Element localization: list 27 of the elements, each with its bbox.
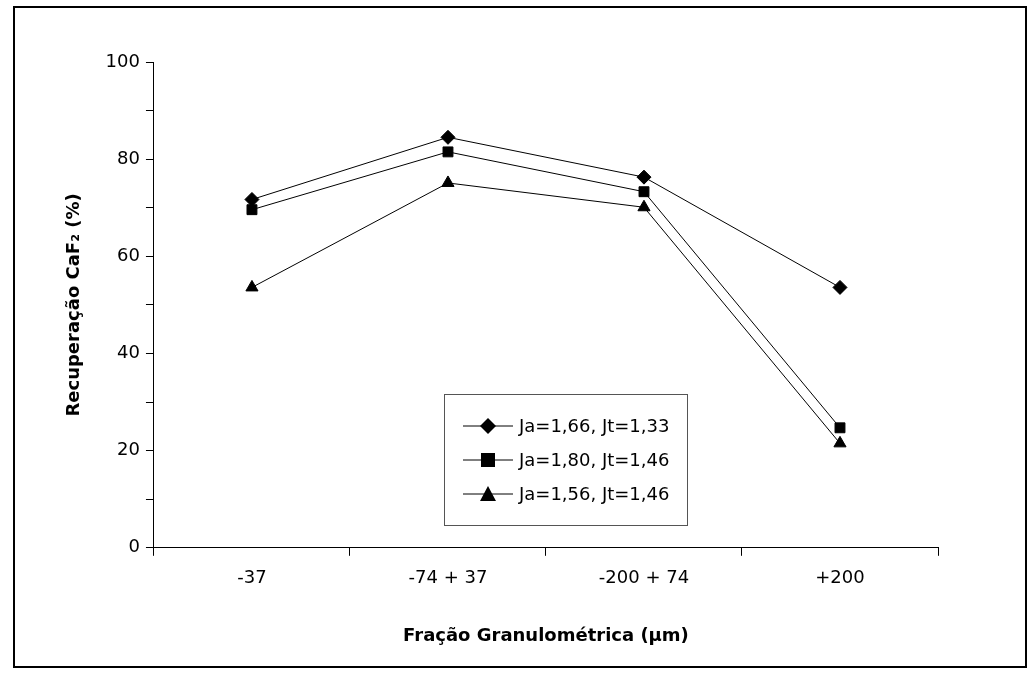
point [834,422,846,434]
y-tick-label: 20 [117,438,140,460]
y-tick-label: 100 [105,49,140,71]
point [833,435,847,448]
point [245,279,259,292]
x-tick-label: +200 [815,566,865,588]
x-tick-label: -74 + 37 [408,566,488,588]
legend-label: Ja=1,56, Jt=1,46 [518,483,670,505]
y-axis-title: Recuperação CaF₂ (%) [62,193,84,417]
point [246,204,258,216]
legend-label: Ja=1,66, Jt=1,33 [518,415,670,437]
y-tick-label: 0 [128,535,140,557]
point [442,146,454,158]
legend-label: Ja=1,80, Jt=1,46 [518,449,670,471]
point [832,279,848,295]
point [441,175,455,187]
point [638,186,650,198]
point [440,129,456,145]
point [244,191,260,207]
y-tick-label: 40 [117,341,140,363]
x-tick-label: -37 [237,566,267,588]
y-tick-label: 60 [117,243,140,265]
point [637,199,651,212]
x-tick-label: -200 + 74 [598,566,690,588]
x-axis-title: Fração Granulométrica (μm) [403,623,689,645]
point [636,169,652,185]
y-tick-label: 80 [117,146,140,168]
